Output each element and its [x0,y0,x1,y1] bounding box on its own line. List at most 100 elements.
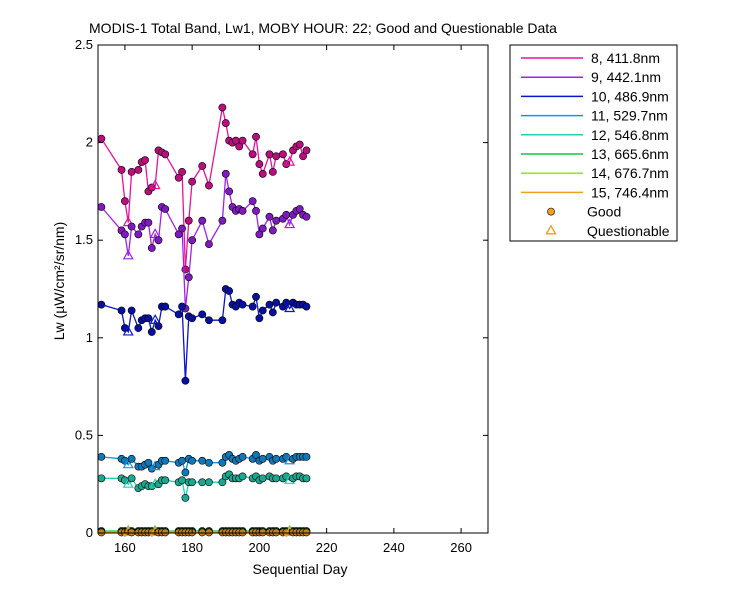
good-point [188,314,197,323]
good-point [258,224,267,233]
good-point [238,472,247,481]
series-group [97,470,311,502]
good-point [272,454,281,463]
good-point [181,493,190,502]
y-tick-label: 1 [86,330,93,345]
good-point [258,169,267,178]
good-point [184,216,193,225]
good-point [198,162,207,170]
x-tick-label: 180 [181,540,203,555]
good-point [198,216,207,225]
questionable-point [122,325,134,336]
good-point [188,236,197,245]
legend-questionable-marker [545,224,557,235]
series-group [97,103,311,274]
x-tick-label: 160 [114,540,136,555]
good-point [174,173,183,182]
questionable-point [284,218,296,229]
good-point [235,142,244,151]
data-layer [97,103,311,537]
good-point [302,146,311,155]
good-point [218,316,227,325]
good-point [188,456,197,465]
good-point [225,187,234,196]
good-point [134,324,143,332]
good-point [178,456,186,465]
good-point [265,212,274,221]
y-tick-label: 2 [86,135,93,150]
good-point [268,167,277,176]
good-point [252,292,260,301]
good-point [299,152,307,161]
questionable-point [284,302,296,313]
good-point [265,150,274,159]
good-point [205,458,213,467]
good-point [147,328,156,336]
good-point [248,302,257,311]
good-point [252,207,260,215]
good-point [272,216,281,225]
good-point [221,119,230,127]
x-tick-label: 220 [316,540,338,555]
plot-area [98,45,488,533]
good-point [174,310,183,319]
good-point [134,166,143,174]
good-point [198,456,207,465]
good-point [302,528,311,537]
questionable-point [149,228,161,238]
legend-label: Questionable [587,223,670,239]
good-point [178,302,186,311]
legend-label: 15, 746.4nm [591,184,669,200]
questionable-point [149,179,161,190]
x-tick-label: 240 [383,540,405,555]
good-point [268,226,277,235]
good-point [161,150,170,159]
good-point [205,316,213,325]
questionable-point [122,458,134,469]
good-point [127,222,136,231]
good-point [161,528,170,537]
legend-label: 13, 665.6nm [591,146,669,162]
legend-label: 9, 442.1nm [591,69,661,85]
good-point [238,136,247,145]
good-point [272,474,281,483]
good-point [238,300,247,309]
legend: 8, 411.8nm 9, 442.1nm 10, 486.9nm 11, 529.7… [521,50,670,239]
good-point [252,451,260,459]
good-point [205,478,213,487]
good-point [282,210,291,219]
good-point [161,205,170,213]
good-point [178,167,186,176]
good-point [178,476,186,485]
good-point [248,197,257,206]
good-point [117,166,126,174]
good-point [161,476,170,485]
good-point [97,528,106,537]
good-point [218,103,227,112]
good-point [188,177,197,186]
good-point [97,134,106,143]
good-point [238,452,247,461]
good-point [272,152,281,161]
series-group [97,285,311,385]
good-point [127,528,136,537]
good-point [225,287,234,295]
good-point [144,314,153,323]
good-point [117,306,126,315]
good-point [279,150,287,159]
good-point [174,230,183,239]
good-point [258,474,267,483]
good-point [198,310,207,319]
good-point [302,474,311,483]
good-point [221,169,230,178]
good-point [218,216,227,225]
x-axis-label: Sequential Day [253,561,348,577]
y-tick-label: 0 [86,525,93,540]
legend-label: Good [587,204,621,220]
axes-layer: 160 180 200 220 240 260 0 0.5 1 1.5 2 2.5 [75,37,488,555]
legend-label: 8, 411.8nm [591,50,660,66]
good-point [141,156,149,165]
good-point [154,236,163,245]
good-point [238,207,247,215]
